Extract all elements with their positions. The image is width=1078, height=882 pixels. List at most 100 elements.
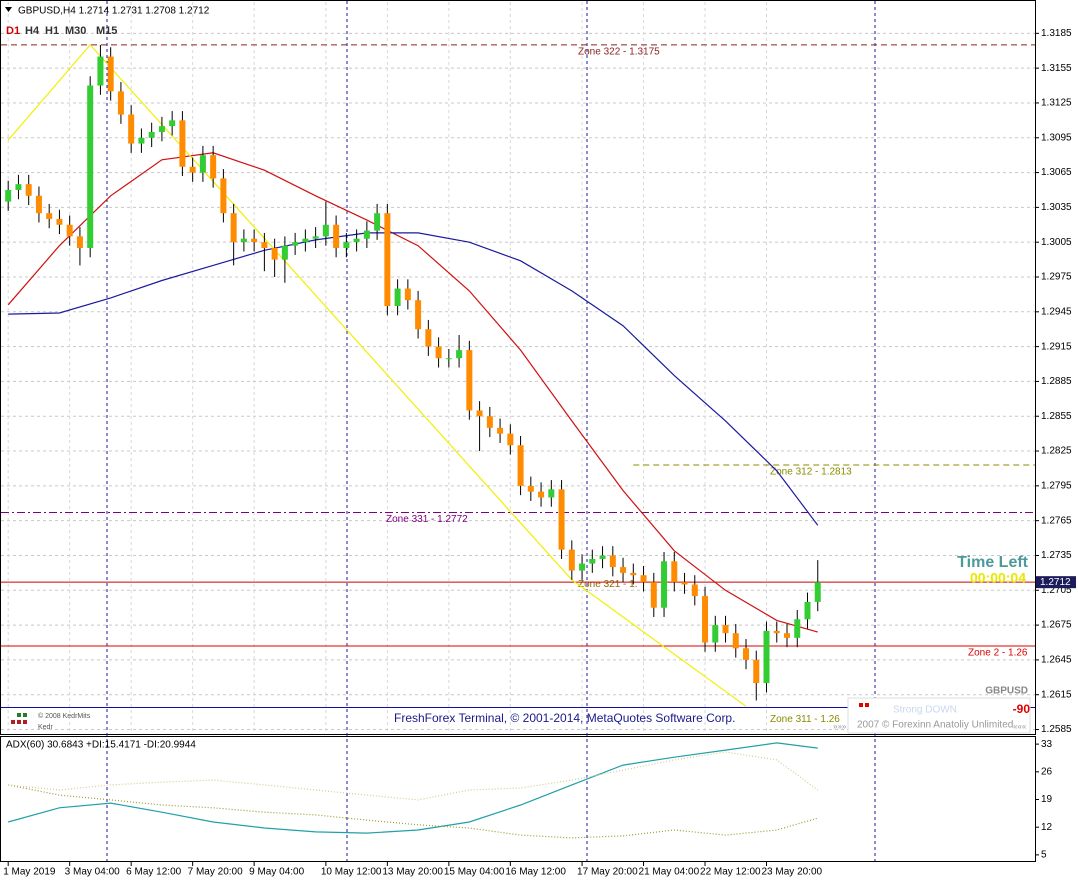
candle-body (650, 582, 657, 608)
candle-body (343, 242, 350, 248)
zone-label: Zone 312 - 1.2813 (770, 467, 852, 478)
candle-body (87, 85, 94, 248)
x-tick-label: 13 May 20:00 (382, 867, 443, 878)
logo-icon (11, 720, 15, 724)
x-tick-label: 15 May 04:00 (444, 867, 505, 878)
y-tick-label: 1.2825 (1041, 446, 1072, 457)
y-tick-label: 1.3065 (1041, 167, 1072, 178)
logo-icon (23, 713, 27, 717)
indicator-line (7, 43, 747, 707)
menu-arrow[interactable] (5, 7, 12, 12)
candle-body (46, 213, 53, 219)
timeframe[interactable]: H4 (25, 25, 40, 37)
timeframe[interactable]: M30 (65, 25, 86, 37)
y-tick-label: 1.2675 (1041, 620, 1072, 631)
zone-label: Zone 311 - 1.26 (770, 714, 840, 725)
indicator-line (8, 742, 818, 834)
candle-body (138, 137, 145, 144)
candle-body (374, 213, 381, 231)
y-tick-label: 1.2765 (1041, 515, 1072, 526)
candle-body (107, 56, 114, 92)
candle-body (189, 166, 196, 173)
candle-body (661, 561, 668, 608)
zone-label: Zone 321 - 1. (578, 579, 637, 590)
panel-symbol: GBPUSD (985, 686, 1028, 697)
candle-body (599, 555, 606, 559)
candle-body (261, 242, 268, 248)
panel-icon (859, 703, 863, 707)
y-tick-label: 1.2975 (1041, 272, 1072, 283)
logo-icon (17, 713, 21, 717)
zone-label: Zone 331 - 1.2772 (386, 514, 468, 525)
candle-body (179, 120, 186, 167)
candle-body (322, 224, 329, 237)
timeframe[interactable]: M15 (96, 25, 117, 37)
x-tick-label: 7 May 20:00 (188, 867, 243, 878)
candle-body (230, 213, 237, 243)
indicator-line (8, 784, 818, 839)
candle-body (271, 247, 278, 260)
candle-body (292, 242, 299, 246)
panel-icon (865, 703, 869, 707)
adx-title: ADX(60) 30.6843 +DI:15.4171 -DI:20.9944 (6, 740, 196, 751)
timeframe[interactable]: D1 (6, 25, 20, 37)
x-tick-label: 21 May 04:00 (639, 867, 700, 878)
candle-body (702, 596, 709, 643)
candle-body (220, 178, 227, 214)
candle-body (568, 549, 575, 571)
timeframe[interactable]: H1 (45, 25, 59, 37)
candle-body (158, 126, 165, 132)
candle-body (56, 218, 63, 225)
main-window (0, 0, 1036, 735)
candle-body (589, 558, 596, 564)
x-tick-label: 6 May 12:00 (126, 867, 181, 878)
y-tick-label: 1.2585 (1041, 724, 1072, 735)
x-tick-label: 1 May 2019 (3, 867, 56, 878)
candle-body (394, 288, 401, 307)
y-tick-label: 1.3005 (1041, 237, 1072, 248)
candle-body (671, 561, 678, 583)
y-tick-label: 1.3125 (1041, 98, 1072, 109)
candle-body (281, 245, 288, 260)
y-tick-label: 1.2615 (1041, 689, 1072, 700)
indicator-line (7, 152, 818, 633)
logo: © 2008 KedrMits Kedr (11, 712, 91, 731)
candle-body (384, 213, 391, 307)
y-tick-label: 26 (1041, 766, 1053, 777)
candle-body (681, 582, 688, 585)
x-tick-label: 17 May 20:00 (577, 867, 638, 878)
candle-body (251, 238, 258, 243)
candle-body (302, 238, 309, 243)
candle-body (548, 489, 555, 498)
panel-signal: Strong DOWN (893, 705, 957, 716)
y-tick-label: 1.2645 (1041, 655, 1072, 666)
candle-body (640, 575, 647, 583)
candle-body (199, 155, 206, 173)
candle-body (486, 416, 493, 428)
x-tick-label: 23 May 20:00 (762, 867, 823, 878)
candle-body (804, 601, 811, 620)
candle-body (609, 555, 616, 568)
candle-body (435, 346, 442, 359)
logo-icon (23, 720, 27, 724)
y-tick-label: 1.2795 (1041, 480, 1072, 491)
candle-body (148, 131, 155, 138)
y-tick-label: 12 (1041, 822, 1053, 833)
logo-credit: © 2008 KedrMits (38, 712, 91, 720)
panel-arrows: ««« (1013, 722, 1027, 731)
zone-label: Zone 2 - 1.26 (968, 648, 1028, 659)
candle-body (476, 410, 483, 417)
zone-label: Zone 322 - 1.3175 (578, 47, 660, 58)
candle-body (128, 114, 135, 144)
candle-body (5, 189, 12, 202)
candle-body (117, 91, 124, 115)
y-tick-label: 1.2855 (1041, 411, 1072, 422)
panel-strength: -90 (1013, 702, 1031, 716)
y-tick-label: 1.3155 (1041, 63, 1072, 74)
candle-body (363, 230, 370, 239)
signal-panel: GBPUSD Strong DOWN -90 2007 © Forexinn A… (833, 686, 1031, 734)
candle-body (743, 648, 750, 660)
